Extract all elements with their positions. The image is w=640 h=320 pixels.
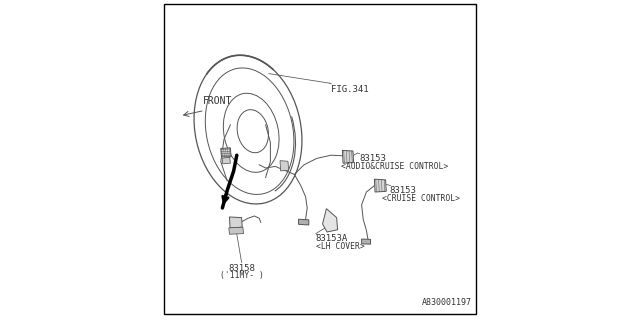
Text: 83153A: 83153A: [316, 234, 348, 243]
Text: 83158: 83158: [228, 264, 255, 273]
Polygon shape: [221, 148, 231, 157]
Polygon shape: [342, 150, 354, 163]
Text: ('11MY- ): ('11MY- ): [220, 271, 264, 280]
Text: <AUDIO&CRUISE CONTROL>: <AUDIO&CRUISE CONTROL>: [341, 162, 449, 171]
Polygon shape: [323, 209, 338, 232]
Text: A830001197: A830001197: [422, 298, 472, 307]
Polygon shape: [229, 227, 244, 234]
Text: <CRUISE CONTROL>: <CRUISE CONTROL>: [381, 194, 460, 203]
Polygon shape: [298, 219, 309, 225]
Text: 83153: 83153: [360, 154, 386, 163]
Polygon shape: [362, 239, 371, 244]
Polygon shape: [374, 179, 387, 192]
Text: FRONT: FRONT: [204, 96, 232, 106]
Polygon shape: [280, 161, 289, 171]
Polygon shape: [222, 157, 230, 164]
Polygon shape: [230, 217, 243, 228]
Text: FIG.341: FIG.341: [332, 85, 369, 94]
Text: 83153: 83153: [390, 186, 417, 195]
Text: <LH COVER>: <LH COVER>: [316, 242, 365, 251]
